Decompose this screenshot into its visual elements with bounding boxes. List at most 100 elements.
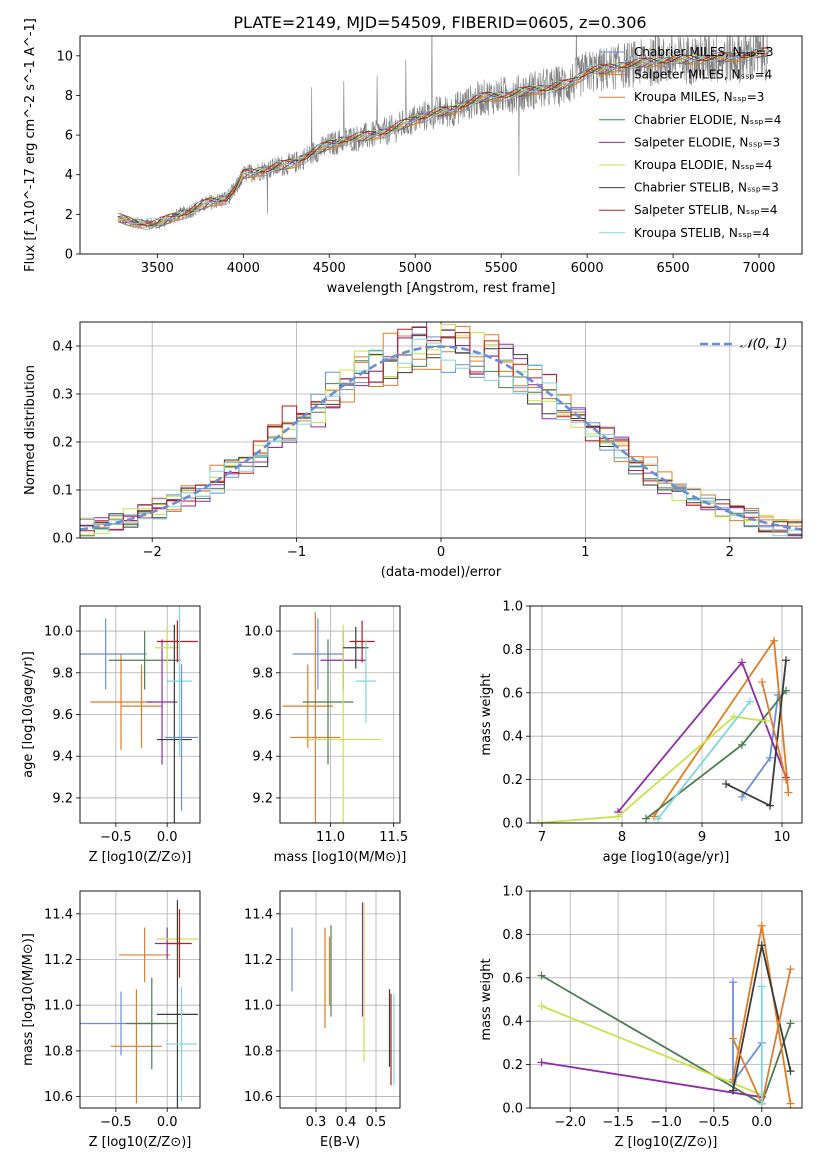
y-tick-label: 8	[65, 89, 73, 104]
weight-marker	[758, 677, 766, 686]
axes-frame	[79, 321, 803, 539]
panel-weight_vs_age: 7 8 9 10 0.0 0.2 0.4 0.6 0.8 1.0 age [log10(age/yr…	[479, 600, 803, 865]
legend-label: Chabrier STELIB, Nₛₛₚ=3	[634, 181, 779, 195]
model-spectrum-line	[117, 51, 769, 228]
weight-marker	[786, 1019, 795, 1028]
y-tick-label: 0.0	[502, 1102, 523, 1117]
errorbar-point	[292, 618, 344, 690]
weight-marker	[738, 792, 746, 801]
weight-marker	[642, 814, 650, 823]
weight-marker	[782, 775, 790, 784]
y-tick-label: 11.4	[44, 907, 73, 922]
panel-spectrum: 3500 4000 4500 5000 5500 6000 6500 7000 0 2 4 6 8 10 w…	[23, 18, 803, 296]
model-spectrum-line	[117, 46, 769, 227]
x-tick-label: 0.4	[336, 1115, 357, 1130]
y-tick-label: 1.0	[502, 885, 523, 900]
errorbar-point	[167, 909, 192, 978]
x-tick-label: 11.0	[316, 830, 345, 845]
errorbar-point	[146, 639, 178, 765]
y-tick-label: 9.8	[252, 666, 273, 681]
weight-marker	[537, 1058, 546, 1067]
y-tick-label: 0.8	[502, 643, 523, 658]
weight-line	[657, 700, 751, 820]
x-tick-label: −1.0	[650, 1115, 682, 1130]
weight-line	[725, 660, 787, 807]
y-tick-label: 6	[65, 129, 73, 144]
y-tick-label: 0.2	[52, 436, 73, 451]
weight-marker	[770, 636, 778, 645]
errorbar-point	[154, 626, 180, 669]
errorbar-point	[343, 626, 369, 669]
y-tick-label: 11.0	[44, 999, 73, 1014]
x-tick-label: −0.5	[100, 830, 132, 845]
x-axis-label: E(B-V)	[320, 1135, 360, 1150]
y-tick-label: 4	[65, 168, 73, 183]
x-tick-label: −0.5	[100, 1115, 132, 1130]
errorbar-point	[126, 977, 178, 1070]
errorbar-point	[90, 653, 152, 750]
errorbar-point	[118, 927, 171, 983]
panel-mass_vs_ebv: 0.3 0.4 0.5 10.6 10.8 11.0 11.2 11.4 E(B-V)	[244, 890, 401, 1150]
errorbar-point	[290, 612, 341, 823]
legend-label: Salpeter MILES, Nₛₛₚ=4	[634, 68, 772, 82]
y-axis-label: Normed distribution	[23, 365, 38, 495]
weight-marker	[537, 1002, 546, 1011]
y-tick-label: 0.4	[502, 1015, 523, 1030]
x-tick-label: −2.0	[554, 1115, 586, 1130]
panel-age_vs_Z: −0.5 0.0 9.2 9.4 9.6 9.8 10.0 Z [log10(Z/Z⊙)] ag…	[21, 605, 201, 865]
y-tick-label: 10.6	[44, 1090, 73, 1105]
legend-label: Kroupa STELIB, Nₛₛₚ=4	[634, 226, 770, 240]
x-tick-label: 5500	[485, 261, 518, 276]
y-tick-label: 9.2	[252, 791, 273, 806]
x-tick-label: 1	[581, 545, 589, 560]
errorbar-point	[156, 624, 192, 823]
residual-histogram	[80, 338, 802, 537]
x-tick-label: 6000	[571, 261, 604, 276]
weight-marker	[757, 941, 766, 950]
x-tick-label: 0.0	[157, 830, 178, 845]
x-tick-label: −1.5	[602, 1115, 634, 1130]
x-tick-label: 0.5	[366, 1115, 387, 1130]
weight-marker	[722, 779, 730, 788]
y-tick-label: 0.6	[502, 971, 523, 986]
y-tick-label: 9.6	[52, 708, 73, 723]
legend-label: 𝒩(0, 1)	[740, 337, 787, 352]
y-axis-label: mass weight	[479, 673, 494, 755]
x-tick-label: −2	[143, 545, 162, 560]
weight-marker	[786, 1067, 795, 1076]
x-tick-label: 10	[774, 830, 791, 845]
figure-title: PLATE=2149, MJD=54509, FIBERID=0605, z=0…	[233, 13, 646, 32]
axes-frame	[529, 605, 803, 824]
weight-marker	[534, 819, 542, 823]
x-tick-label: 4000	[227, 261, 260, 276]
axes-frame	[529, 890, 803, 1109]
y-axis-label: Flux [f_λ10^-17 erg cm^-2 s^-1 A^-1]	[23, 18, 38, 272]
axes-frame	[79, 890, 201, 1109]
y-tick-label: 0.0	[52, 532, 73, 547]
plot-area-spectrum	[117, 36, 769, 230]
x-axis-label: (data-model)/error	[381, 565, 502, 580]
y-tick-label: 10.0	[244, 625, 273, 640]
x-tick-label: 7000	[742, 261, 775, 276]
plot-area-mass_vs_ebv	[280, 891, 400, 1108]
y-tick-label: 1.0	[502, 600, 523, 615]
weight-marker	[766, 753, 774, 762]
y-axis-label: mass [log10(M/M⊙)]	[21, 933, 36, 1066]
weight-marker	[757, 1099, 766, 1108]
y-tick-label: 0.3	[52, 388, 73, 403]
y-tick-label: 9.8	[52, 666, 73, 681]
x-tick-label: 0.0	[751, 1115, 772, 1130]
weight-marker	[766, 801, 774, 810]
errorbar-point	[166, 986, 197, 1102]
axes-frame	[279, 605, 401, 824]
errorbar-point	[167, 606, 192, 757]
errorbar-point	[156, 900, 198, 1108]
weight-marker	[784, 788, 793, 797]
legend-label: Salpeter STELIB, Nₛₛₚ=4	[634, 203, 778, 217]
weight-marker	[614, 812, 622, 821]
plot-area-weight_vs_Z	[530, 891, 802, 1108]
y-tick-label: 0.2	[502, 773, 523, 788]
errorbar-point	[305, 624, 382, 823]
errorbar-point	[108, 631, 181, 690]
